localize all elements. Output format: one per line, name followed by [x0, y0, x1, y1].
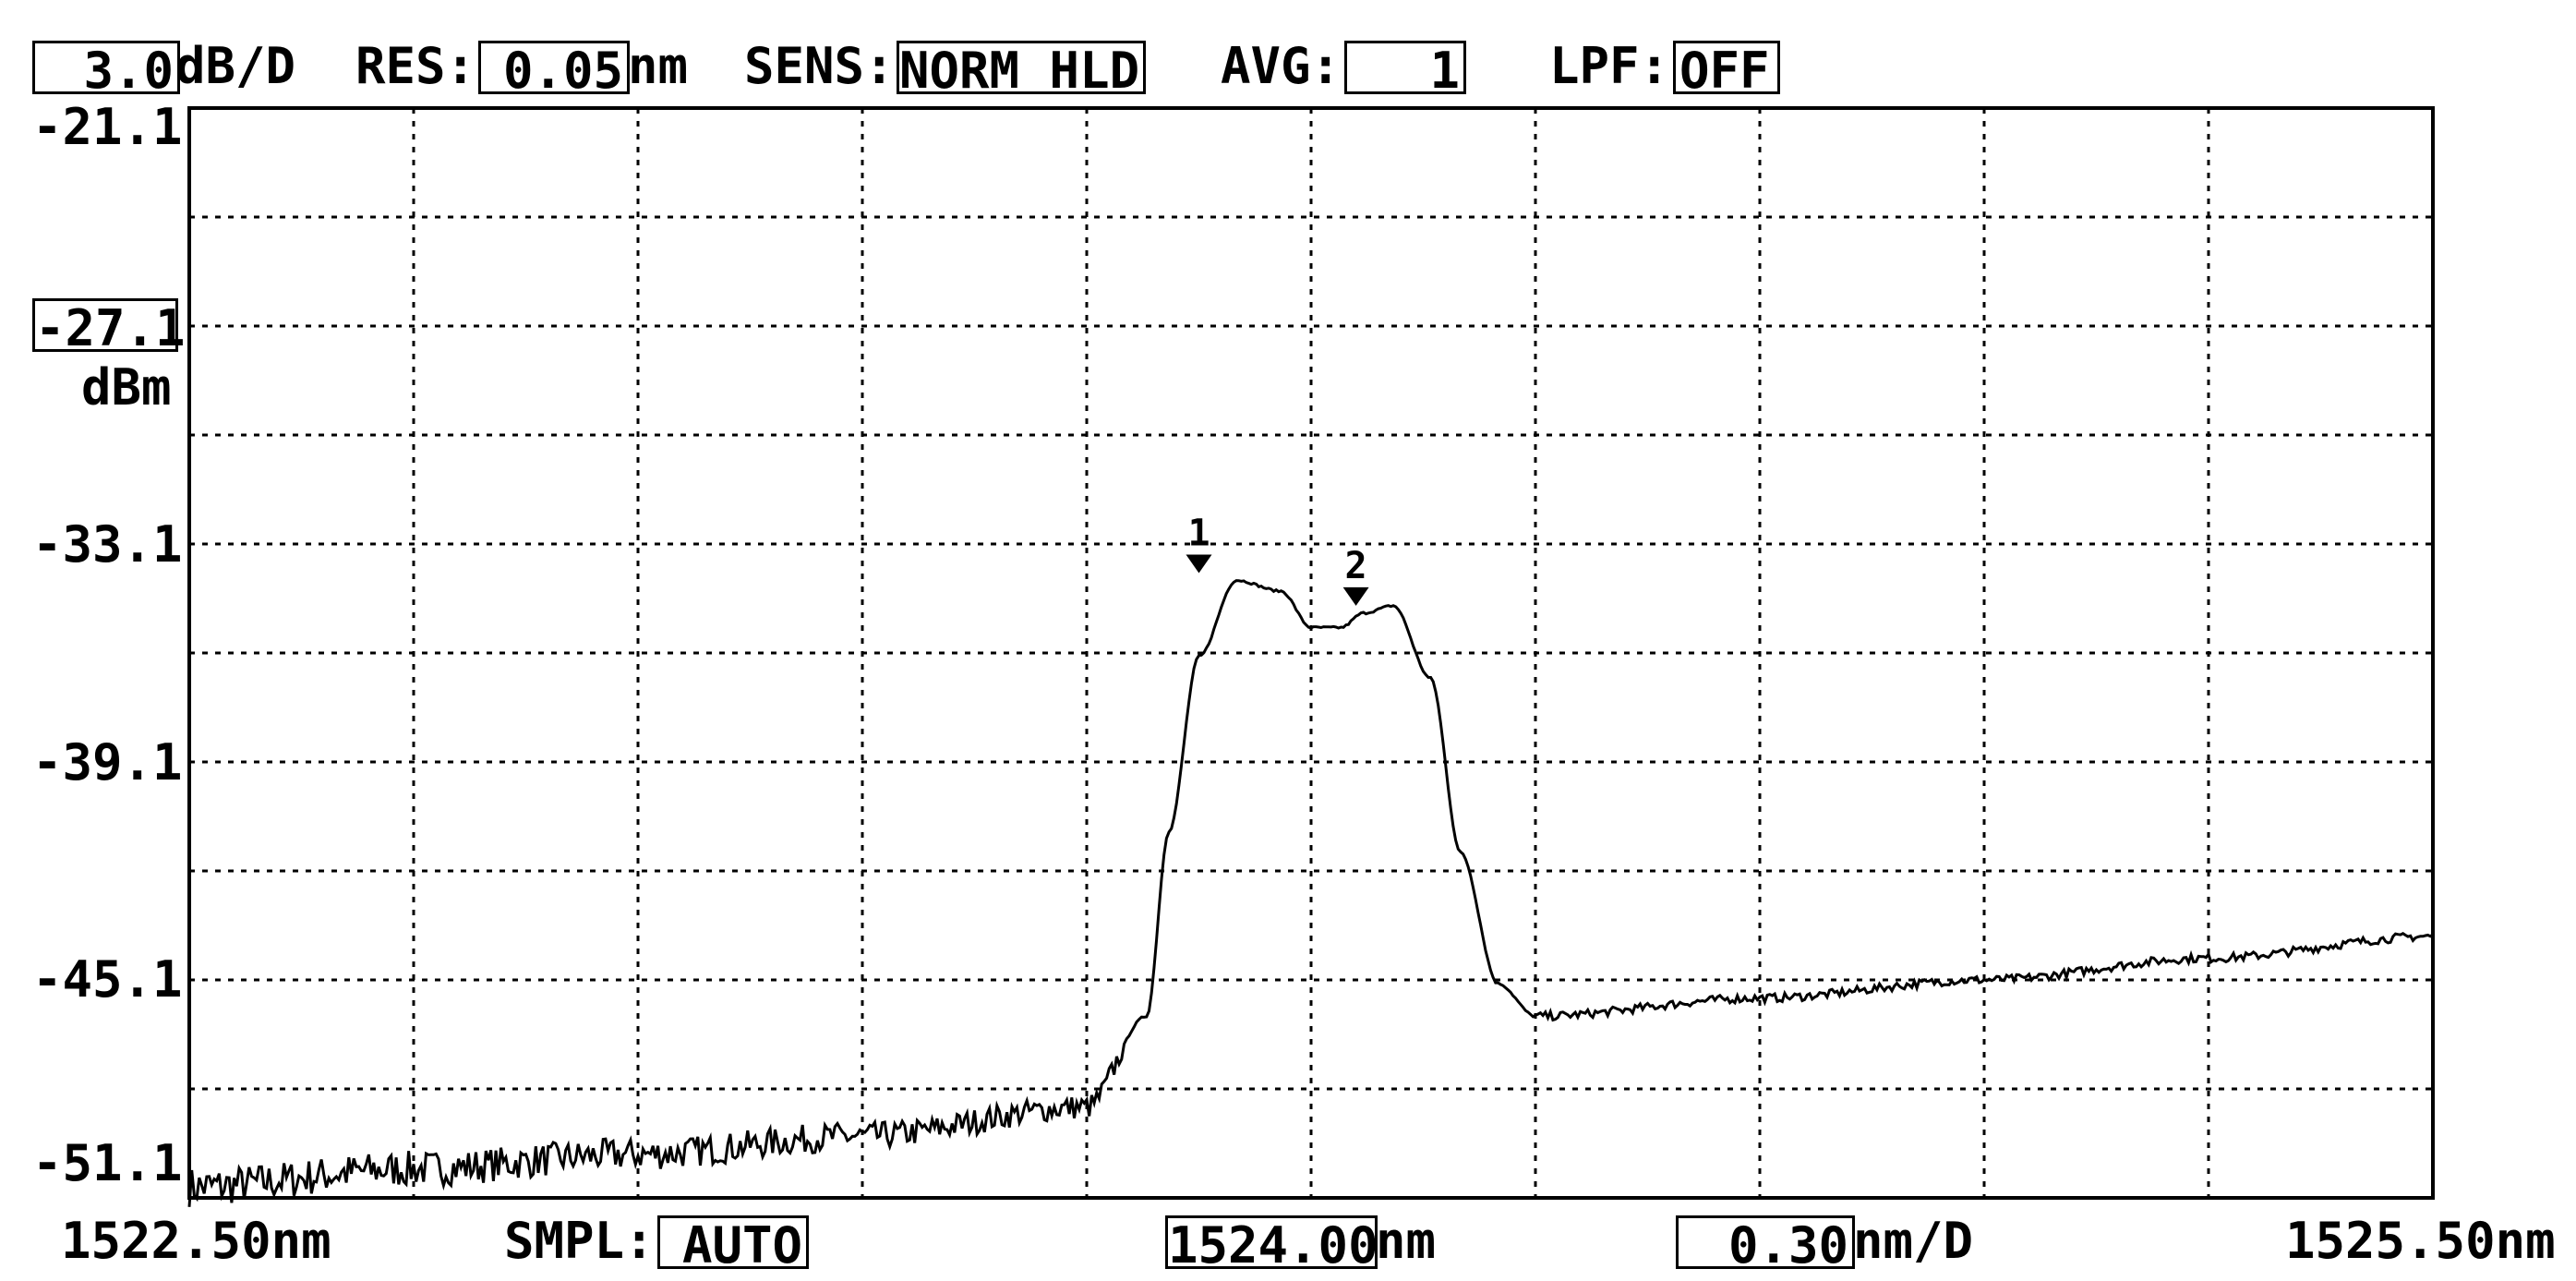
ref-level-box[interactable]: -27.1 [32, 298, 186, 357]
ref-level-value: -27.1 [35, 299, 186, 357]
peak-markers: 12 [1186, 512, 1369, 606]
res-label: RES: [355, 37, 476, 95]
sens-box[interactable]: NORM HLD [897, 41, 1146, 99]
smpl-value: AUTO [681, 1216, 802, 1275]
plot-frame [187, 106, 2435, 1200]
y-tick-label: -33.1 [32, 515, 183, 574]
scale-value: 3.0 [83, 42, 174, 100]
y-unit-label: dBm [81, 358, 172, 417]
peak-marker-icon [1342, 586, 1369, 606]
y-tick-label: -45.1 [32, 950, 183, 1009]
peak-marker-label: 2 [1345, 545, 1367, 587]
y-top-label: -21.1 [32, 98, 183, 156]
avg-box[interactable]: 1 [1344, 41, 1466, 99]
res-box[interactable]: 0.05 [478, 41, 630, 99]
peak-marker-label: 1 [1187, 512, 1210, 554]
smpl-box[interactable]: AUTO [657, 1215, 809, 1274]
stop-wavelength: 1525.50nm [2285, 1212, 2556, 1270]
center-box[interactable]: 1524.00 [1165, 1215, 1378, 1274]
spectrum-trace [187, 579, 2434, 1207]
span-value: 0.30 [1727, 1216, 1848, 1275]
center-value: 1524.00 [1168, 1216, 1378, 1275]
sens-value: NORM HLD [899, 42, 1140, 100]
center-unit: nm [1376, 1212, 1437, 1270]
span-box[interactable]: 0.30 [1676, 1215, 1855, 1274]
y-tick-label: -39.1 [32, 733, 183, 792]
res-unit: nm [628, 37, 689, 95]
lpf-box[interactable]: OFF [1673, 41, 1780, 99]
res-value: 0.05 [502, 42, 623, 100]
start-wavelength: 1522.50nm [61, 1212, 331, 1270]
peak-marker-icon [1186, 554, 1212, 574]
scale-box[interactable]: 3.0 [32, 41, 180, 99]
avg-label: AVG: [1221, 37, 1342, 95]
y-tick-label: -51.1 [32, 1134, 183, 1192]
scale-unit: dB/D [175, 37, 296, 95]
lpf-label: LPF: [1549, 37, 1670, 95]
avg-value: 1 [1429, 42, 1460, 100]
lpf-value: OFF [1679, 42, 1770, 100]
grid-lines [189, 108, 2433, 1198]
smpl-label: SMPL: [504, 1212, 655, 1270]
sens-label: SENS: [744, 37, 895, 95]
span-unit: nm/D [1853, 1212, 1974, 1270]
